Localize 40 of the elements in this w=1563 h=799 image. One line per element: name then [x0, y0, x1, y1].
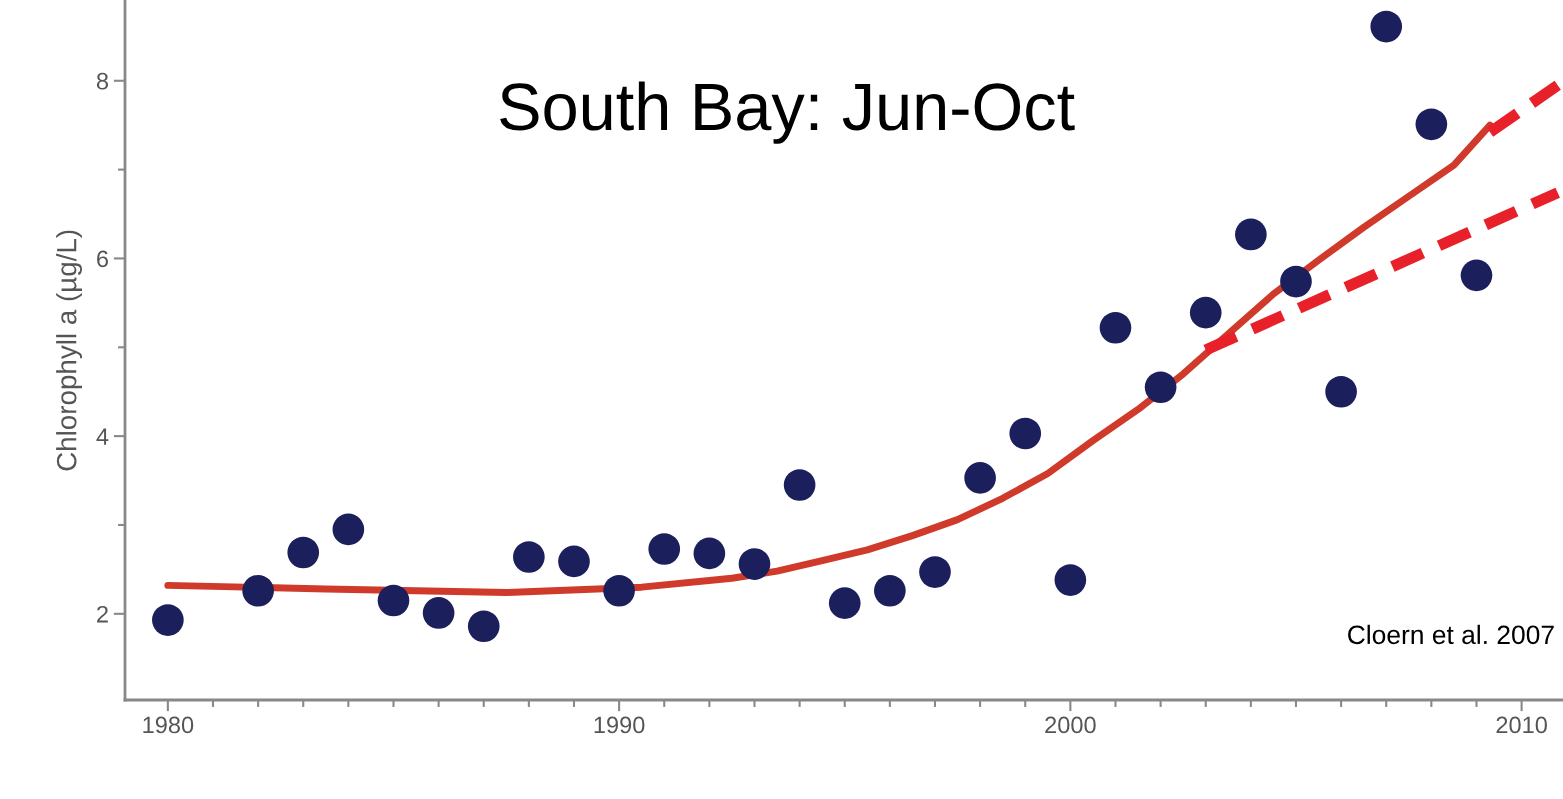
point	[242, 574, 274, 607]
text: South Bay: Jun-Oct	[500, 81, 1075, 144]
point	[513, 541, 545, 573]
point	[964, 462, 996, 494]
point	[1054, 564, 1087, 596]
y-tick-label: 2	[97, 605, 108, 623]
point	[693, 537, 726, 570]
point	[287, 536, 320, 569]
y-tick-label: 6	[97, 250, 108, 268]
point	[828, 587, 861, 619]
point	[422, 597, 455, 629]
point	[1235, 218, 1267, 251]
annotation: Cloern et al. 2007	[1348, 624, 1554, 645]
point	[1460, 259, 1493, 292]
point	[1325, 375, 1357, 408]
point	[152, 604, 184, 636]
point	[783, 469, 816, 501]
y-axis-title: Chlorophyll a (µg/L)	[56, 230, 83, 471]
point	[648, 533, 681, 565]
x-tick-label: 1980	[143, 716, 194, 734]
point	[1099, 311, 1132, 344]
point	[377, 584, 410, 617]
y-tick-label: 4	[96, 428, 109, 445]
x-tick-label: 2010	[1496, 716, 1547, 734]
point	[467, 610, 500, 643]
point	[1144, 371, 1177, 404]
point	[874, 574, 906, 607]
x-tick-label: 2000	[1045, 716, 1096, 734]
x-tick-label: 1990	[594, 716, 645, 734]
point	[738, 548, 771, 580]
point	[1009, 417, 1042, 450]
point	[1370, 10, 1403, 43]
y-tick-label: 8	[96, 72, 108, 90]
point	[1189, 296, 1222, 329]
point	[1415, 108, 1448, 141]
point	[919, 556, 951, 588]
point	[603, 574, 635, 607]
point	[1280, 265, 1312, 298]
point	[558, 545, 590, 578]
point	[332, 513, 365, 546]
